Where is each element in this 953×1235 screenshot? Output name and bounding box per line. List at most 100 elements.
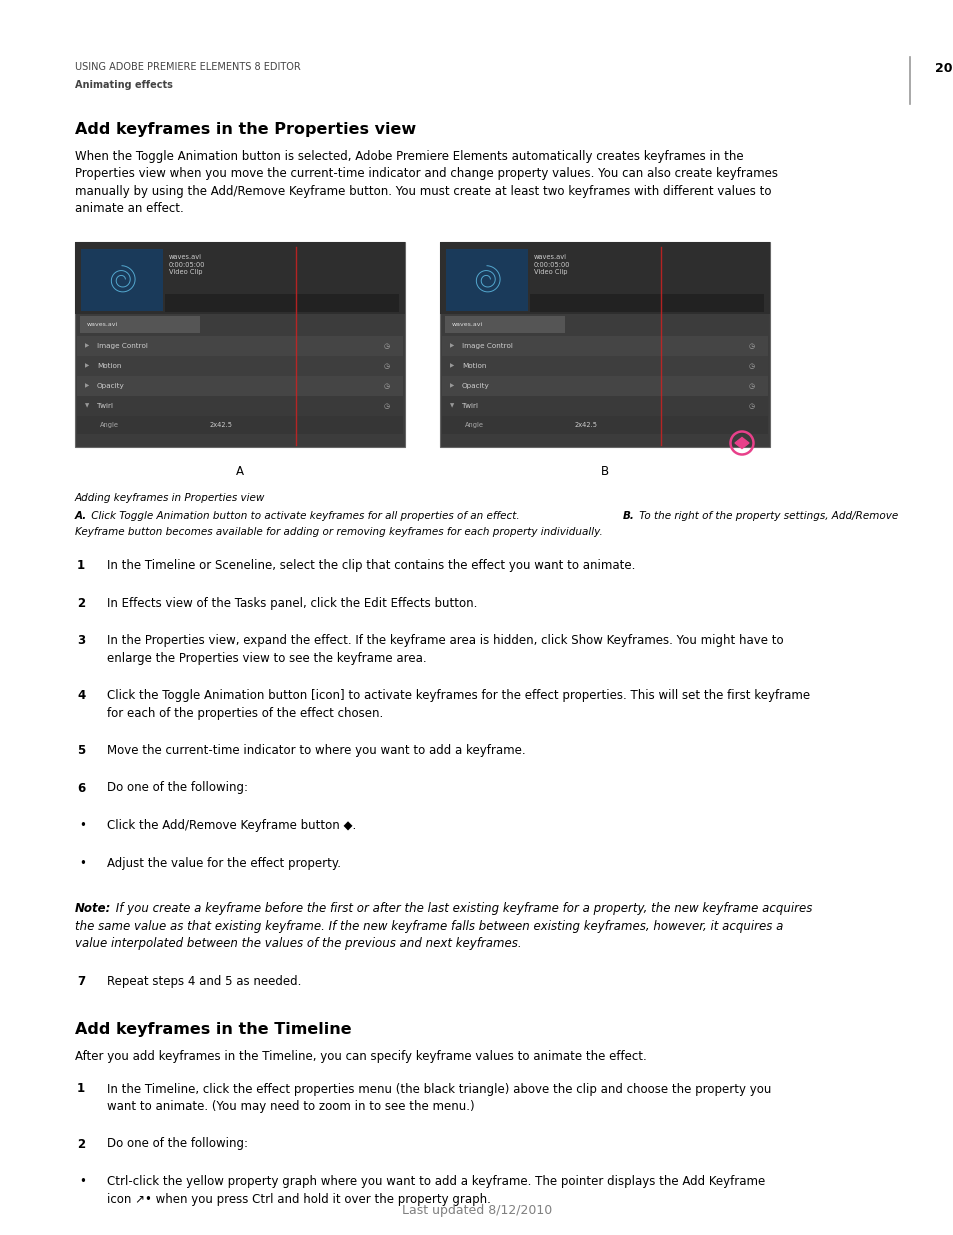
Text: 2x42.5: 2x42.5	[575, 422, 598, 429]
Text: Click the Toggle Animation button [icon] to activate keyframes for the effect pr: Click the Toggle Animation button [icon]…	[107, 689, 809, 701]
Text: ◷: ◷	[748, 363, 754, 369]
Text: Animating effects: Animating effects	[75, 79, 172, 89]
Text: ◷: ◷	[748, 383, 754, 389]
Text: A: A	[235, 466, 244, 478]
Text: In Effects view of the Tasks panel, click the Edit Effects button.: In Effects view of the Tasks panel, clic…	[107, 597, 476, 610]
Text: To the right of the property settings, Add/Remove: To the right of the property settings, A…	[636, 510, 898, 520]
Bar	[441, 396, 767, 416]
Bar	[77, 336, 402, 356]
Text: Opacity: Opacity	[461, 383, 489, 389]
Text: 2: 2	[77, 597, 85, 610]
Text: manually by using the Add/Remove Keyframe button. You must create at least two k: manually by using the Add/Remove Keyfram…	[75, 185, 771, 198]
Bar	[441, 375, 767, 396]
Bar	[77, 396, 402, 416]
Text: ◷: ◷	[383, 363, 390, 369]
Text: Note:: Note:	[75, 902, 112, 915]
Text: Adjust the value for the effect property.: Adjust the value for the effect property…	[107, 857, 340, 869]
Bar	[441, 356, 767, 375]
Text: for each of the properties of the effect chosen.: for each of the properties of the effect…	[107, 706, 383, 720]
Text: animate an effect.: animate an effect.	[75, 203, 184, 215]
Text: ▶: ▶	[450, 384, 454, 389]
Text: If you create a keyframe before the first or after the last existing keyframe fo: If you create a keyframe before the firs…	[112, 902, 812, 915]
Text: ▶: ▶	[450, 363, 454, 368]
Bar	[75, 242, 405, 314]
Text: ◷: ◷	[748, 343, 754, 350]
Text: In the Properties view, expand the effect. If the keyframe area is hidden, click: In the Properties view, expand the effec…	[107, 634, 782, 647]
Text: Twirl: Twirl	[461, 403, 477, 409]
Text: Twirl: Twirl	[97, 403, 112, 409]
Text: Angle: Angle	[100, 422, 119, 429]
Text: waves.avi
0:00:05:00
Video Clip: waves.avi 0:00:05:00 Video Clip	[534, 254, 570, 275]
Text: waves.avi: waves.avi	[452, 321, 483, 326]
Text: 2: 2	[77, 1137, 85, 1151]
Text: ◷: ◷	[383, 343, 390, 350]
Text: Properties view when you move the current-time indicator and change property val: Properties view when you move the curren…	[75, 168, 778, 180]
Text: Motion: Motion	[97, 363, 121, 369]
Polygon shape	[734, 437, 748, 448]
Text: B.: B.	[622, 510, 634, 520]
Text: icon ↗• when you press Ctrl and hold it over the property graph.: icon ↗• when you press Ctrl and hold it …	[107, 1193, 491, 1205]
Text: 1: 1	[77, 1083, 85, 1095]
Bar	[165, 294, 398, 312]
Bar	[444, 316, 564, 333]
Text: 6: 6	[77, 782, 85, 794]
Text: 5: 5	[77, 743, 85, 757]
Text: the same value as that existing keyframe. If the new keyframe falls between exis: the same value as that existing keyframe…	[75, 920, 782, 932]
Bar	[80, 316, 200, 333]
Text: In the Timeline or Sceneline, select the clip that contains the effect you want : In the Timeline or Sceneline, select the…	[107, 559, 635, 572]
Text: ▼: ▼	[85, 404, 89, 409]
Text: 2x42.5: 2x42.5	[210, 422, 233, 429]
Text: ◷: ◷	[748, 403, 754, 409]
Bar	[77, 356, 402, 375]
Text: ▶: ▶	[85, 343, 89, 348]
Text: Move the current-time indicator to where you want to add a keyframe.: Move the current-time indicator to where…	[107, 743, 525, 757]
Bar	[439, 242, 769, 314]
Text: A.: A.	[75, 510, 87, 520]
Text: ▶: ▶	[450, 343, 454, 348]
Bar	[530, 294, 763, 312]
Text: want to animate. (You may need to zoom in to see the menu.): want to animate. (You may need to zoom i…	[107, 1100, 475, 1113]
Bar	[77, 416, 402, 433]
Text: Do one of the following:: Do one of the following:	[107, 782, 248, 794]
Text: After you add keyframes in the Timeline, you can specify keyframe values to anim: After you add keyframes in the Timeline,…	[75, 1050, 646, 1063]
Text: waves.avi
0:00:05:00
Video Clip: waves.avi 0:00:05:00 Video Clip	[169, 254, 205, 275]
Text: Image Control: Image Control	[97, 343, 148, 350]
Text: value interpolated between the values of the previous and next keyframes.: value interpolated between the values of…	[75, 937, 521, 950]
Text: In the Timeline, click the effect properties menu (the black triangle) above the: In the Timeline, click the effect proper…	[107, 1083, 771, 1095]
Bar	[77, 375, 402, 396]
Text: ▼: ▼	[450, 404, 454, 409]
Text: Do one of the following:: Do one of the following:	[107, 1137, 248, 1151]
Bar	[439, 242, 769, 447]
Text: 7: 7	[77, 974, 85, 988]
Text: ▶: ▶	[85, 363, 89, 368]
Bar	[81, 249, 163, 311]
Text: •: •	[79, 819, 86, 832]
Text: Repeat steps 4 and 5 as needed.: Repeat steps 4 and 5 as needed.	[107, 974, 301, 988]
Text: Click the Add/Remove Keyframe button ◆.: Click the Add/Remove Keyframe button ◆.	[107, 819, 355, 832]
Text: Add keyframes in the Properties view: Add keyframes in the Properties view	[75, 122, 416, 137]
Text: •: •	[79, 857, 86, 869]
Text: •: •	[79, 1174, 86, 1188]
Text: Motion: Motion	[461, 363, 486, 369]
Text: ▶: ▶	[85, 384, 89, 389]
Text: 1: 1	[77, 559, 85, 572]
Text: 4: 4	[77, 689, 85, 701]
Text: 3: 3	[77, 634, 85, 647]
Text: Ctrl-click the yellow property graph where you want to add a keyframe. The point: Ctrl-click the yellow property graph whe…	[107, 1174, 764, 1188]
Text: Add keyframes in the Timeline: Add keyframes in the Timeline	[75, 1023, 352, 1037]
Bar	[446, 249, 527, 311]
Text: ◷: ◷	[383, 383, 390, 389]
Text: ◷: ◷	[383, 403, 390, 409]
Text: Adding keyframes in Properties view: Adding keyframes in Properties view	[75, 493, 265, 503]
Text: Opacity: Opacity	[97, 383, 125, 389]
Text: B: B	[600, 466, 608, 478]
Text: 203: 203	[934, 62, 953, 75]
Text: enlarge the Properties view to see the keyframe area.: enlarge the Properties view to see the k…	[107, 652, 426, 664]
Text: Image Control: Image Control	[461, 343, 513, 350]
Text: Angle: Angle	[464, 422, 483, 429]
Text: When the Toggle Animation button is selected, Adobe Premiere Elements automatica: When the Toggle Animation button is sele…	[75, 149, 742, 163]
Text: USING ADOBE PREMIERE ELEMENTS 8 EDITOR: USING ADOBE PREMIERE ELEMENTS 8 EDITOR	[75, 62, 300, 72]
Text: Last updated 8/12/2010: Last updated 8/12/2010	[401, 1204, 552, 1216]
Text: Keyframe button becomes available for adding or removing keyframes for each prop: Keyframe button becomes available for ad…	[75, 527, 602, 537]
Text: Click Toggle Animation button to activate keyframes for all properties of an eff: Click Toggle Animation button to activat…	[88, 510, 525, 520]
